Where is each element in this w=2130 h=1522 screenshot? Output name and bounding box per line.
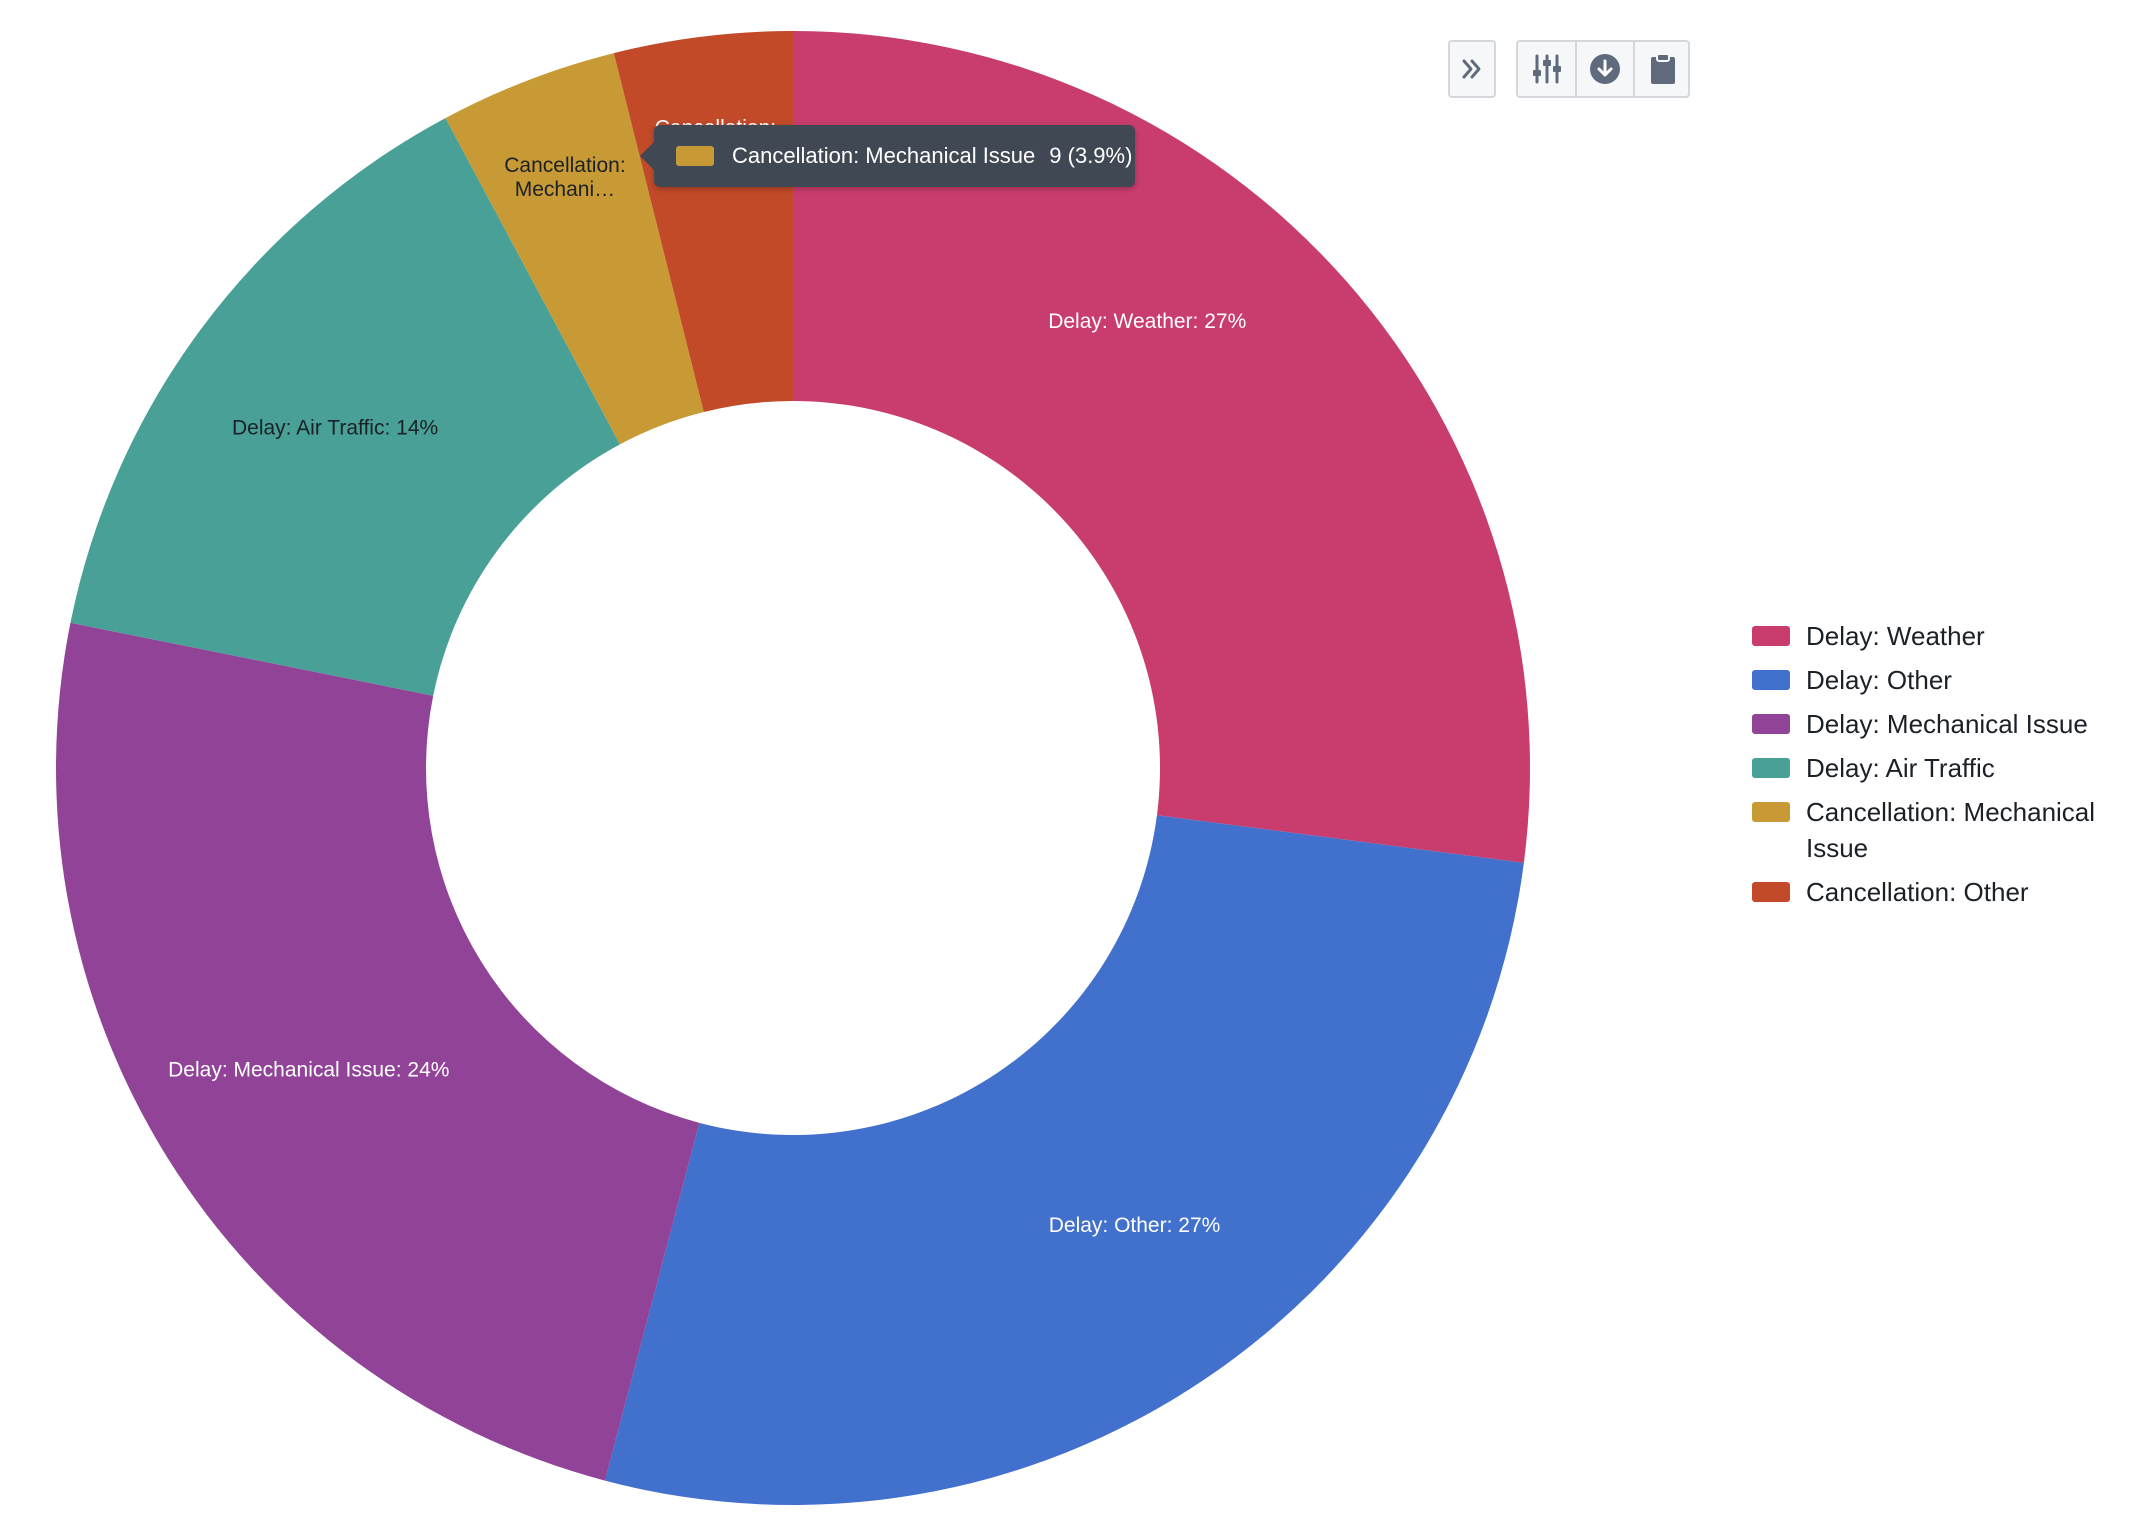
legend-item[interactable]: Cancellation: Other [1752, 874, 2122, 910]
copy-to-clipboard-button[interactable] [1634, 42, 1692, 96]
legend-label: Cancellation: Other [1806, 877, 2029, 907]
chart-toolbar [1516, 40, 1690, 98]
legend-label: Delay: Weather [1806, 621, 1985, 651]
donut-slice[interactable] [445, 53, 704, 445]
chevron-double-right-icon [1462, 59, 1481, 79]
donut-slice[interactable] [793, 31, 1530, 863]
legend-swatch [1752, 758, 1790, 778]
legend-swatch [1752, 802, 1790, 822]
legend-label: Delay: Air Traffic [1806, 753, 1995, 783]
collapse-button[interactable] [1448, 40, 1496, 98]
legend-label: Cancellation: Mechanical Issue [1806, 797, 2096, 863]
donut-slice[interactable] [56, 622, 700, 1481]
legend-item[interactable]: Delay: Weather [1752, 618, 2122, 654]
slice-label: Delay: Weather: 27% [1048, 310, 1246, 333]
tooltip-label: Cancellation: Mechanical Issue [732, 143, 1036, 168]
slice-label-line: Delay: Air Traffic: 14% [232, 417, 438, 440]
legend-item[interactable]: Delay: Mechanical Issue [1752, 706, 2122, 742]
legend-label: Delay: Other [1806, 665, 1952, 695]
slice-label: Delay: Air Traffic: 14% [232, 417, 438, 440]
sliders-icon [1533, 54, 1561, 84]
download-button[interactable] [1576, 42, 1634, 96]
slice-tooltip: Cancellation: Mechanical Issue 9 (3.9%) [640, 125, 1135, 187]
slice-label: Delay: Other: 27% [1049, 1214, 1221, 1237]
slice-label-line: Mechani… [515, 178, 615, 201]
slice-label-line: Delay: Mechanical Issue: 24% [168, 1059, 449, 1082]
tooltip-swatch [676, 146, 714, 166]
legend-swatch [1752, 882, 1790, 902]
legend-label: Delay: Mechanical Issue [1806, 709, 2088, 739]
slice-label-line: Delay: Other: 27% [1049, 1214, 1221, 1237]
slice-label: Delay: Mechanical Issue: 24% [168, 1059, 449, 1082]
slice-label: Cancellation: Mechani… [504, 154, 625, 201]
donut-slice[interactable] [604, 815, 1524, 1505]
legend-item[interactable]: Cancellation: Mechanical Issue [1752, 794, 2122, 866]
legend-item[interactable]: Delay: Air Traffic [1752, 750, 2122, 786]
tooltip-value: 9 (3.9%) [1049, 143, 1133, 168]
slice-label-line: Delay: Weather: 27% [1048, 310, 1246, 333]
legend-swatch [1752, 670, 1790, 690]
donut-slices [56, 31, 1530, 1505]
clipboard-icon [1651, 53, 1675, 84]
chart-settings-button[interactable] [1518, 42, 1576, 96]
legend-swatch [1752, 626, 1790, 646]
download-icon [1590, 54, 1620, 84]
legend-item[interactable]: Delay: Other [1752, 662, 2122, 698]
chart-legend: Delay: Weather Delay: Other Delay: Mecha… [1752, 618, 2122, 918]
donut-slice[interactable] [70, 118, 620, 696]
legend-swatch [1752, 714, 1790, 734]
slice-label-line: Cancellation: [504, 154, 625, 177]
